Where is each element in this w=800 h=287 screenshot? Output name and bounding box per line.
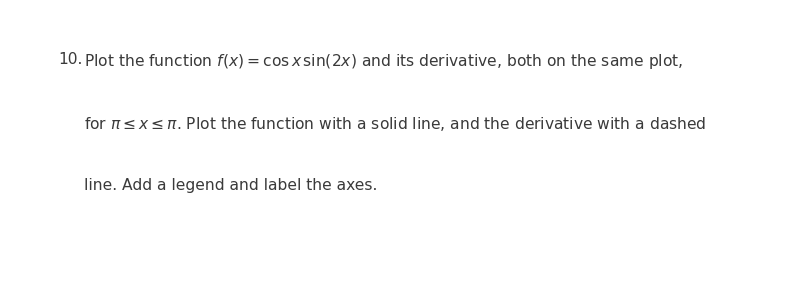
Text: line. Add a legend and label the axes.: line. Add a legend and label the axes. (84, 178, 378, 193)
Text: Plot the function $f(x) = \cos x\,\sin(2x)$ and its derivative, both on the same: Plot the function $f(x) = \cos x\,\sin(2… (84, 52, 683, 71)
Text: 10.: 10. (58, 52, 82, 67)
Text: for $\pi \leq x \leq \pi$. Plot the function with a solid line, and the derivati: for $\pi \leq x \leq \pi$. Plot the func… (84, 115, 706, 133)
